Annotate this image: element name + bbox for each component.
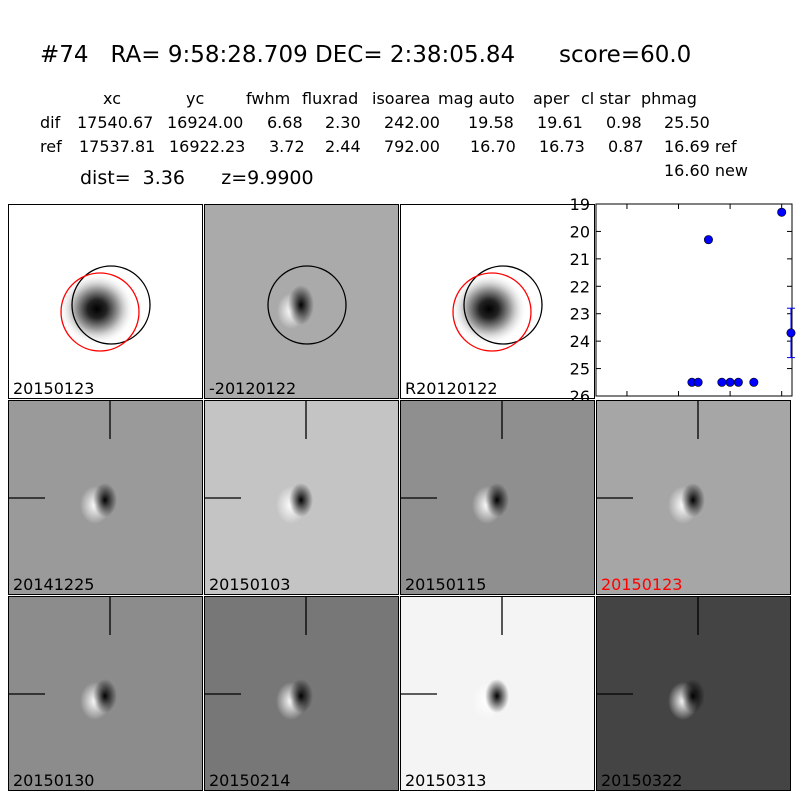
data-point bbox=[693, 377, 703, 387]
data-point bbox=[777, 207, 787, 217]
stamp-diff-ref: -20120122 bbox=[204, 204, 399, 399]
y-tick-label: 25 bbox=[570, 360, 590, 379]
difference-stamp-image bbox=[597, 401, 790, 594]
y-tick-label: 24 bbox=[570, 332, 590, 351]
y-tick-label: 20 bbox=[570, 222, 590, 241]
ref-xc: 17537.81 bbox=[79, 137, 156, 156]
difference-stamp-label: 20150313 bbox=[405, 771, 487, 790]
col-xc: xc bbox=[103, 89, 121, 108]
negative-lobe bbox=[485, 483, 509, 517]
negative-lobe bbox=[93, 679, 117, 713]
difference-stamp: 20150130 bbox=[8, 596, 203, 791]
stamp-reference: R20120122 bbox=[400, 204, 595, 399]
data-point bbox=[786, 328, 796, 338]
col-yc: yc bbox=[186, 89, 205, 108]
difference-stamp-image bbox=[401, 597, 594, 790]
col-fwhm: fwhm bbox=[246, 89, 291, 108]
difference-stamp: 20150123 bbox=[596, 400, 791, 595]
ref-circle bbox=[463, 265, 543, 345]
y-tick-label: 23 bbox=[570, 305, 590, 324]
negative-lobe bbox=[681, 483, 705, 517]
ref-aper: 16.73 bbox=[539, 137, 585, 156]
stamp-diff-ref-image bbox=[205, 205, 398, 398]
col-fluxrad: fluxrad bbox=[302, 89, 359, 108]
stamp-diff-ref-label: -20120122 bbox=[209, 379, 297, 398]
difference-stamp-image bbox=[9, 401, 202, 594]
stamp-new-label: 20150123 bbox=[13, 379, 95, 398]
data-point bbox=[717, 377, 727, 387]
difference-stamp-image bbox=[401, 401, 594, 594]
dif-label: dif bbox=[40, 113, 61, 132]
negative-lobe bbox=[93, 483, 117, 517]
col-cl-star: cl star bbox=[581, 89, 631, 108]
dif-isoarea: 242.00 bbox=[384, 113, 440, 132]
stamp-new: 20150123 bbox=[8, 204, 203, 399]
col-phmag: phmag bbox=[641, 89, 697, 108]
ref-circle bbox=[71, 265, 151, 345]
difference-stamp: 20150214 bbox=[204, 596, 399, 791]
dif-fluxrad: 2.30 bbox=[325, 113, 361, 132]
dif-fwhm: 6.68 bbox=[267, 113, 303, 132]
negative-lobe bbox=[289, 679, 313, 713]
negative-lobe bbox=[681, 679, 705, 713]
dif-aper: 19.61 bbox=[537, 113, 583, 132]
dif-yc: 16924.00 bbox=[167, 113, 244, 132]
dist-z-line: dist= 3.36 z=9.9900 bbox=[80, 167, 314, 189]
data-point bbox=[749, 377, 759, 387]
col-mag-auto: mag auto bbox=[438, 89, 515, 108]
difference-stamp-label: 20150115 bbox=[405, 575, 487, 594]
data-point bbox=[703, 235, 713, 245]
difference-stamp-image bbox=[9, 597, 202, 790]
difference-stamp-label: 20150103 bbox=[209, 575, 291, 594]
stamp-reference-image bbox=[401, 205, 594, 398]
negative-lobe bbox=[288, 285, 314, 325]
y-tick-label: 21 bbox=[570, 250, 590, 269]
difference-stamp-label: 20150214 bbox=[209, 771, 291, 790]
data-point bbox=[733, 377, 743, 387]
y-tick-label: 22 bbox=[570, 277, 590, 296]
difference-stamp-label: 20141225 bbox=[13, 575, 95, 594]
dif-cl-star: 0.98 bbox=[606, 113, 642, 132]
dif-phmag: 25.50 bbox=[664, 113, 710, 132]
new-circle bbox=[452, 272, 532, 352]
difference-stamp-image bbox=[205, 401, 398, 594]
ref-cl-star: 0.87 bbox=[608, 137, 644, 156]
negative-lobe bbox=[289, 483, 313, 517]
source-blob bbox=[59, 273, 135, 345]
new-circle bbox=[60, 272, 140, 352]
ref-fluxrad: 2.44 bbox=[325, 137, 361, 156]
difference-stamp: 20150115 bbox=[400, 400, 595, 595]
ref-circle bbox=[267, 265, 347, 345]
difference-stamp-image bbox=[597, 597, 790, 790]
difference-stamp-label: 20150123 bbox=[601, 575, 683, 594]
ref-mag-auto: 16.70 bbox=[470, 137, 516, 156]
y-tick-label: 19 bbox=[570, 196, 590, 214]
col-aper: aper bbox=[533, 89, 570, 108]
stamp-new-image bbox=[9, 205, 202, 398]
ref-phmag: 16.69 ref bbox=[664, 137, 737, 156]
page-title: #74 RA= 9:58:28.709 DEC= 2:38:05.84 scor… bbox=[40, 42, 692, 68]
difference-stamp: 20150322 bbox=[596, 596, 791, 791]
difference-stamp-image bbox=[205, 597, 398, 790]
data-point bbox=[725, 377, 735, 387]
difference-stamp: 20141225 bbox=[8, 400, 203, 595]
difference-stamp: 20150313 bbox=[400, 596, 595, 791]
plot-frame bbox=[595, 203, 793, 397]
difference-stamp-label: 20150130 bbox=[13, 771, 95, 790]
difference-stamp: 20150103 bbox=[204, 400, 399, 595]
ref-label: ref bbox=[40, 137, 62, 156]
negative-lobe bbox=[485, 679, 509, 713]
difference-stamp-label: 20150322 bbox=[601, 771, 683, 790]
source-blob bbox=[451, 273, 527, 345]
dif-mag-auto: 19.58 bbox=[468, 113, 514, 132]
stamp-reference-label: R20120122 bbox=[405, 379, 498, 398]
col-isoarea: isoarea bbox=[372, 89, 431, 108]
new-mag: 16.60 new bbox=[664, 161, 748, 180]
ref-isoarea: 792.00 bbox=[384, 137, 440, 156]
dif-xc: 17540.67 bbox=[77, 113, 154, 132]
ref-fwhm: 3.72 bbox=[269, 137, 305, 156]
ref-yc: 16922.23 bbox=[169, 137, 246, 156]
